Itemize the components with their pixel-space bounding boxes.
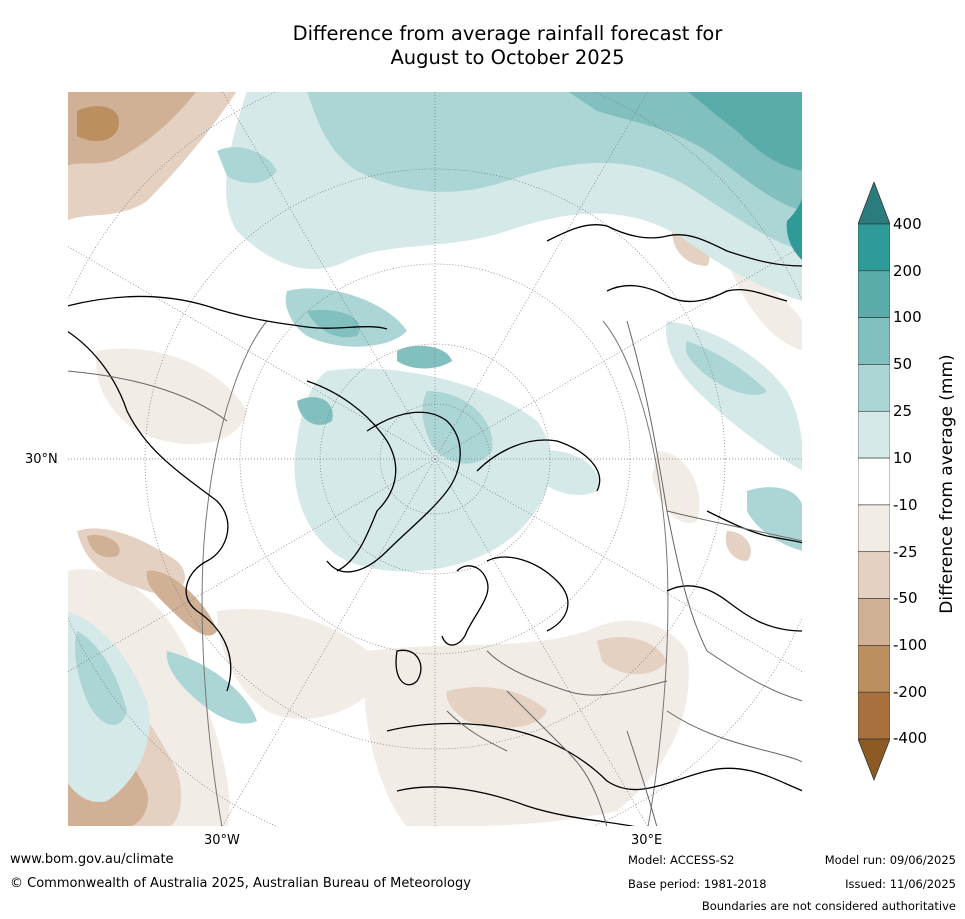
colorbar-tick-minus-100: -100 <box>893 636 928 654</box>
map-title: Difference from average rainfall forecas… <box>210 22 805 70</box>
colorbar <box>858 182 890 782</box>
website-link[interactable]: www.bom.gov.au/climate <box>10 852 174 867</box>
model-run-info: Model run: 09/06/2025 <box>824 853 956 867</box>
colorbar-segment <box>858 223 890 272</box>
lat-label-30n: 30°N <box>25 452 58 467</box>
colorbar-tick-minus-50: -50 <box>893 589 918 607</box>
base-period-info: Base period: 1981-2018 <box>628 877 767 891</box>
issued-date: Issued: 11/06/2025 <box>845 877 956 891</box>
colorbar-tick-25: 25 <box>893 402 913 420</box>
wet-anomaly-regions <box>67 91 803 802</box>
colorbar-upper-extension <box>858 182 890 225</box>
colorbar-tick-400: 400 <box>893 215 922 233</box>
colorbar-tick-10: 10 <box>893 449 913 467</box>
colorbar-tick-minus-200: -200 <box>893 683 928 701</box>
lon-label-30w: 30°W <box>204 833 240 848</box>
colorbar-segment <box>858 270 890 318</box>
colorbar-tick-100: 100 <box>893 308 922 326</box>
colorbar-segment <box>858 645 890 693</box>
colorbar-segment <box>858 504 890 553</box>
colorbar-segment <box>858 551 890 599</box>
graticule <box>67 91 803 827</box>
boundaries-disclaimer: Boundaries are not considered authoritat… <box>701 899 956 913</box>
colorbar-tick-minus-25: -25 <box>893 543 918 561</box>
colorbar-segment <box>858 410 890 459</box>
colorbar-title: Difference from average (mm) <box>937 354 957 614</box>
lon-label-30e: 30°E <box>631 833 663 848</box>
colorbar-tick-200: 200 <box>893 262 922 280</box>
meridian-30e <box>602 320 669 827</box>
colorbar-segment <box>858 364 890 412</box>
colorbar-segment <box>858 317 890 365</box>
model-info: Model: ACCESS-S2 <box>628 853 735 867</box>
copyright-notice: © Commonwealth of Australia 2025, Austra… <box>10 876 471 891</box>
colorbar-tick-minus-10: -10 <box>893 496 918 514</box>
colorbar-tick-50: 50 <box>893 355 913 373</box>
map-title-line-2: August to October 2025 <box>390 46 625 69</box>
colorbar-segment <box>858 691 890 740</box>
colorbar-segment <box>858 457 890 506</box>
colorbar-tick-minus-400: -400 <box>893 729 928 747</box>
country-borders <box>67 320 803 827</box>
rainfall-anomaly-map <box>67 91 803 827</box>
colorbar-lower-extension <box>858 738 890 782</box>
map-title-line-1: Difference from average rainfall forecas… <box>292 22 723 45</box>
meridian-30w <box>201 320 268 827</box>
colorbar-segment <box>858 598 890 646</box>
